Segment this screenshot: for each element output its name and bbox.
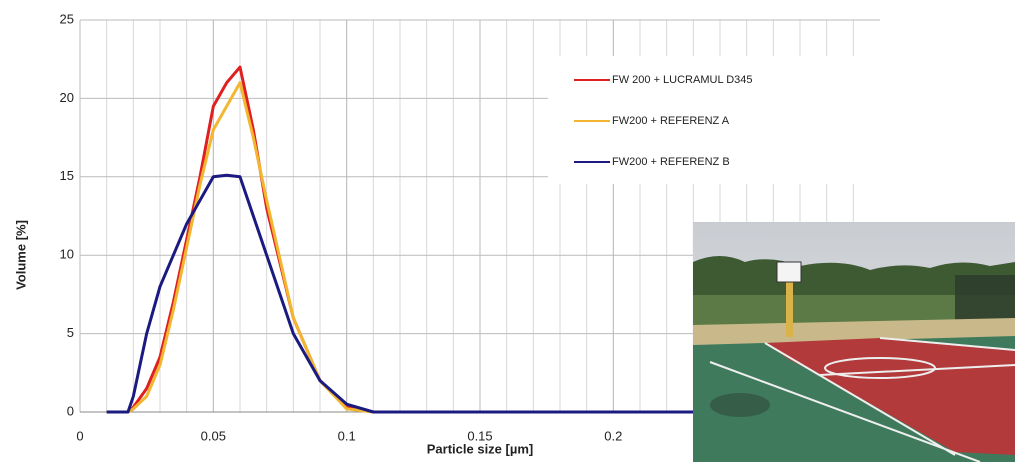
- legend-label: FW200 + REFERENZ A: [612, 115, 730, 127]
- x-tick-label: 0: [76, 428, 83, 443]
- y-tick-label: 15: [60, 168, 74, 183]
- x-tick-label: 0.2: [604, 428, 622, 443]
- legend-label: FW200 + REFERENZ B: [612, 156, 730, 168]
- legend: FW 200 + LUCRAMUL D345 FW200 + REFERENZ A…: [548, 56, 880, 184]
- y-axis-label: Volume [%]: [13, 220, 28, 290]
- y-tick-label: 5: [67, 325, 74, 340]
- backboard: [776, 261, 802, 283]
- y-tick-label: 25: [60, 11, 74, 26]
- court-lines: [709, 337, 1015, 462]
- y-tick-label: 0: [67, 403, 74, 418]
- x-tick-label: 0.1: [338, 428, 356, 443]
- fence: [955, 275, 1015, 320]
- series-line: [106, 81, 880, 414]
- court-circle: [824, 357, 936, 379]
- x-tick-label: 0.05: [201, 428, 226, 443]
- post: [786, 282, 793, 337]
- x-tick-label: 0.15: [467, 428, 492, 443]
- y-tick-label: 20: [60, 90, 74, 105]
- x-axis-label: Particle size [µm]: [427, 441, 533, 456]
- puddle: [710, 393, 770, 417]
- legend-label: FW 200 + LUCRAMUL D345: [612, 74, 753, 86]
- photo: [693, 222, 1015, 462]
- y-tick-label: 10: [60, 247, 74, 262]
- series-line: [106, 173, 880, 414]
